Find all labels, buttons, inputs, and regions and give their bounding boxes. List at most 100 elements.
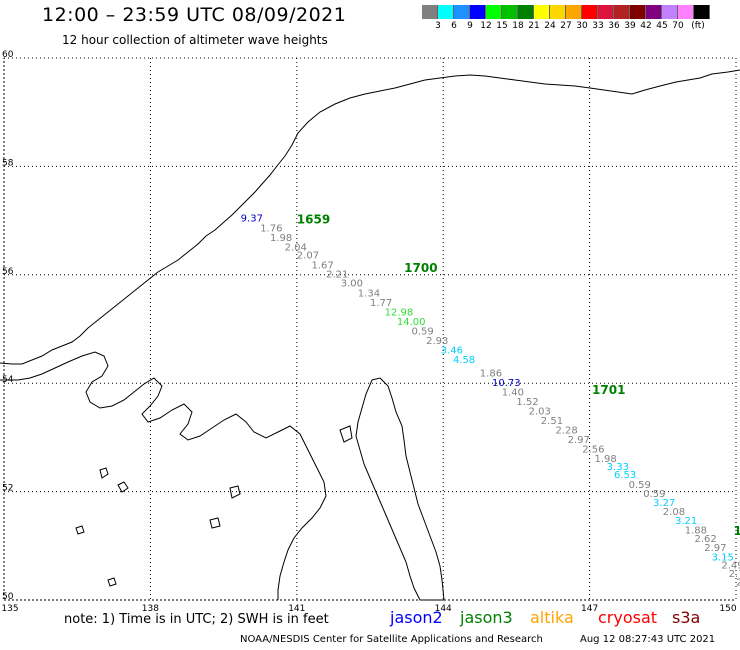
wave-height-value: 1.86 [480, 369, 502, 380]
wave-height-value: 0.59 [643, 489, 665, 500]
colorbar-swatch [438, 5, 454, 19]
colorbar-swatch [470, 5, 486, 19]
wave-height-value: 1.67 [311, 260, 333, 271]
colorbar-label: (ft) [691, 21, 705, 31]
wave-height-value: 2.28 [555, 426, 577, 437]
legend-cryosat: cryosat [598, 608, 658, 627]
colorbar-swatch [566, 5, 582, 19]
colorbar-swatch [662, 5, 678, 19]
wave-height-value: 4.58 [453, 355, 475, 366]
wave-height-value: 2.51 [541, 416, 563, 427]
pass-time-label: 170 [734, 524, 740, 538]
colorbar-label: 70 [672, 21, 684, 31]
colorbar-swatch [550, 5, 566, 19]
colorbar-label: 3 [435, 21, 441, 31]
x-tick-label: 135 [1, 604, 18, 614]
x-tick-label: 144 [435, 604, 452, 614]
colorbar-label: 27 [560, 21, 572, 31]
wave-height-value: 2.04 [285, 242, 307, 253]
colorbar-swatch [598, 5, 614, 19]
wave-height-value: 1.76 [260, 223, 282, 234]
colorbar-label: 21 [528, 21, 540, 31]
colorbar-label: 45 [656, 21, 668, 31]
wave-height-value: 10.73 [492, 378, 521, 389]
y-tick-label: 58 [2, 158, 14, 168]
note-text: note: 1) Time is in UTC; 2) SWH is in fe… [64, 612, 329, 627]
colorbar-label: 9 [467, 21, 473, 31]
colorbar-label: 24 [544, 21, 556, 31]
wave-height-value: 9.37 [241, 214, 263, 225]
wave-height-value: 1.88 [685, 525, 707, 536]
wave-height-value: 2.93 [426, 336, 448, 347]
colorbar-label: 36 [608, 21, 620, 31]
colorbar-swatch [694, 5, 710, 19]
colorbar-label: 6 [451, 21, 457, 31]
wave-height-value: 2.97 [704, 543, 726, 554]
y-tick-label: 52 [2, 484, 13, 494]
wave-height-value: 3.00 [341, 279, 363, 290]
footer-timestamp: Aug 12 08:27:43 UTC 2021 [580, 634, 716, 645]
colorbar-label: 30 [576, 21, 588, 31]
plot-frame [3, 57, 737, 601]
legend-s3a: s3a [672, 608, 701, 627]
legend-altika: altika [530, 608, 574, 627]
colorbar-swatch [454, 5, 470, 19]
colorbar-swatch [486, 5, 502, 19]
colorbar-label: 18 [512, 21, 524, 31]
wave-height-value: 3.33 [607, 462, 629, 473]
small-islands [75, 425, 353, 587]
wave-height-value: 2.07 [297, 251, 319, 262]
y-tick-label: 50 [2, 592, 14, 602]
colorbar-label: 42 [640, 21, 652, 31]
wave-height-value: 2.97 [568, 435, 590, 446]
wave-height-value: 3.46 [441, 345, 463, 356]
colorbar-label: 39 [624, 21, 636, 31]
shantar-coast [0, 351, 327, 600]
mainland-coast [0, 69, 740, 365]
wave-height-value: 3.21 [675, 516, 697, 527]
legend-jason3: jason3 [460, 608, 513, 627]
legend-jason2: jason2 [390, 608, 443, 627]
wave-height-value: 1.52 [516, 397, 538, 408]
colorbar-swatch [614, 5, 630, 19]
map-subtitle: 12 hour collection of altimeter wave hei… [62, 33, 328, 47]
coastline [0, 69, 740, 601]
x-tick-label: 138 [142, 604, 159, 614]
y-tick-label: 56 [2, 267, 14, 277]
wave-height-value: 0.59 [411, 326, 433, 337]
wave-height-value: 1.77 [370, 298, 392, 309]
grid [3, 57, 737, 601]
wave-height-value: 2.62 [695, 534, 717, 545]
wave-height-value: 2.03 [529, 407, 551, 418]
colorbar-swatch [422, 5, 438, 19]
colorbar-swatch [502, 5, 518, 19]
colorbar-label: 15 [496, 21, 508, 31]
y-tick-label: 60 [2, 50, 14, 60]
colorbar-swatch [534, 5, 550, 19]
pass-time-label: 1659 [297, 212, 330, 226]
wave-height-value: 0.59 [629, 480, 651, 491]
wave-height-points: 9.371.76 1.98 2.042.071.672.213.001.341.77… [241, 212, 740, 588]
pass-time-label: 1700 [404, 261, 437, 275]
colorbar-swatch [518, 5, 534, 19]
wave-height-value: 6.53 [614, 470, 636, 481]
wave-height-value: 1.34 [358, 288, 380, 299]
wave-height-value: 2.21 [326, 270, 348, 281]
wave-height-value: 2.08 [663, 507, 685, 518]
colorbar-swatch [678, 5, 694, 19]
x-tick-label: 147 [581, 604, 598, 614]
wave-height-value: 2.78 [729, 569, 740, 580]
footer-credit: NOAA/NESDIS Center for Satellite Applica… [240, 634, 543, 645]
x-tick-label: 141 [288, 604, 305, 614]
wave-height-value: 3.15 [712, 552, 734, 563]
wave-height-value: 3.27 [653, 498, 675, 509]
colorbar-swatch [630, 5, 646, 19]
wave-height-value: 14.00 [397, 317, 426, 328]
x-tick-label: 150 [719, 604, 736, 614]
colorbar-labels: 3 6 9 12 15 18 21 24 27 30 33 36 39 42 45 70 (ft) [422, 21, 740, 35]
colorbar-label: 33 [592, 21, 604, 31]
wave-height-value: 1.98 [594, 454, 616, 465]
colorbar-swatch [646, 5, 662, 19]
wave-height-value: 1.40 [502, 388, 524, 399]
colorbar-swatch [582, 5, 598, 19]
